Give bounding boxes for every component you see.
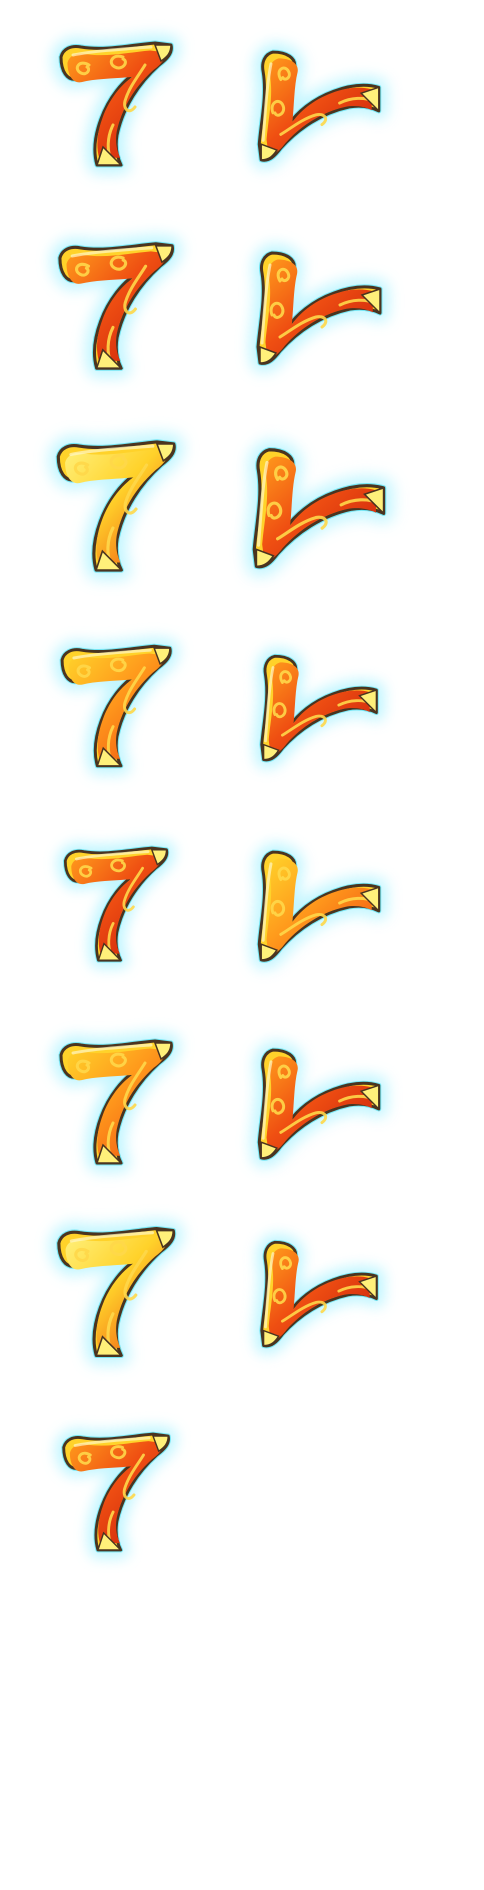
seven-frame-9 <box>20 810 210 1000</box>
seven-frame-3 <box>20 212 210 402</box>
seven-icon <box>249 244 389 373</box>
seven-icon <box>50 234 182 378</box>
seven-icon <box>250 843 388 970</box>
seven-frame-6 <box>225 412 415 602</box>
seven-frame-12 <box>225 1008 415 1198</box>
seven-icon <box>250 1041 388 1168</box>
seven-frame-11 <box>20 1008 210 1198</box>
seven-frame-4 <box>225 212 415 402</box>
seven-frame-14 <box>225 1198 415 1388</box>
seven-icon <box>250 43 388 170</box>
seven-frame-1 <box>20 10 210 200</box>
seven-frame-10 <box>225 810 415 1000</box>
seven-frame-7 <box>20 612 210 802</box>
seven-icon <box>57 839 176 969</box>
seven-frame-2 <box>225 10 415 200</box>
seven-icon <box>244 440 394 577</box>
seven-icon <box>52 34 181 174</box>
seven-icon <box>49 1219 183 1365</box>
seven-icon <box>48 432 184 580</box>
seven-frame-5 <box>20 412 210 602</box>
seven-icon <box>253 647 385 769</box>
seven-frame-8 <box>225 612 415 802</box>
seven-frame-13 <box>20 1198 210 1388</box>
seven-icon <box>52 1032 181 1172</box>
seven-frame-15 <box>20 1398 210 1588</box>
seven-icon <box>55 1425 178 1559</box>
seven-icon <box>253 1233 385 1355</box>
seven-icon <box>53 637 180 775</box>
